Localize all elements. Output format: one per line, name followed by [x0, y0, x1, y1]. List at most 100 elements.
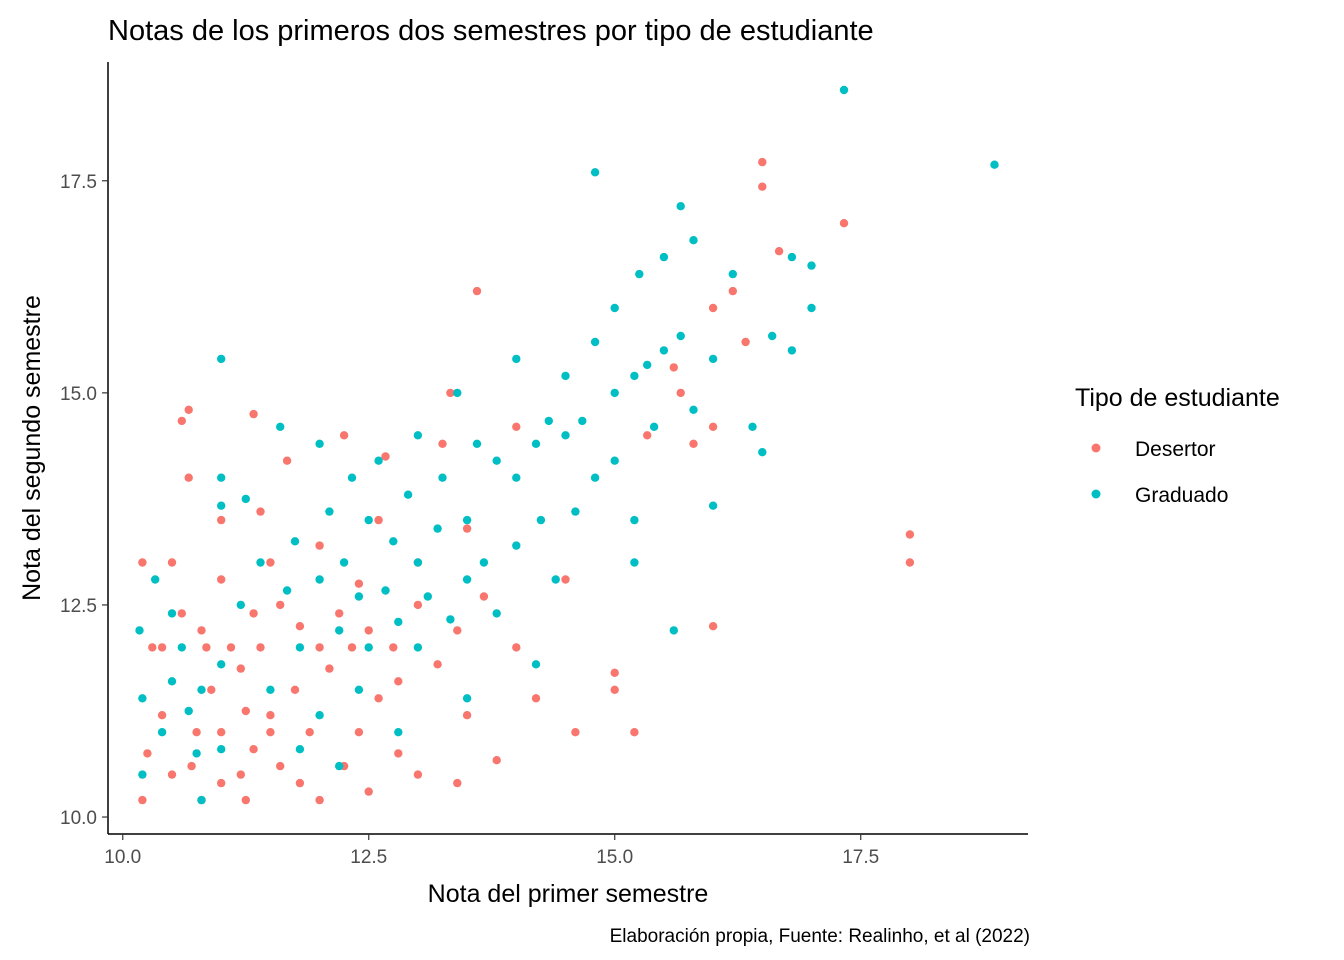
data-point-graduado-75: [630, 558, 639, 567]
data-point-desertor-7: [167, 558, 177, 567]
data-point-graduado-60: [531, 439, 541, 448]
data-point-graduado-0: [135, 626, 144, 635]
legend-key-desertor: [1091, 443, 1101, 453]
x-tick-label: 17.5: [842, 847, 879, 868]
data-point-desertor-21: [217, 515, 226, 525]
data-point-graduado-43: [413, 558, 423, 567]
data-point-graduado-55: [492, 456, 501, 465]
data-point-graduado-47: [433, 524, 442, 533]
data-point-graduado-50: [453, 388, 462, 398]
data-point-graduado-11: [197, 795, 206, 805]
data-point-desertor-86: [708, 622, 718, 631]
data-point-graduado-77: [643, 360, 652, 370]
data-point-desertor-14: [197, 626, 206, 635]
data-point-graduado-91: [768, 331, 777, 341]
data-point-desertor-13: [192, 728, 201, 737]
data-point-desertor-76: [561, 575, 570, 584]
x-tick-label: 12.5: [350, 847, 387, 868]
data-point-desertor-84: [689, 439, 698, 448]
data-point-graduado-71: [610, 388, 619, 398]
data-point-desertor-37: [282, 456, 292, 465]
data-point-graduado-28: [315, 711, 324, 720]
data-point-graduado-58: [512, 541, 521, 550]
data-point-desertor-94: [905, 530, 915, 539]
data-point-graduado-41: [394, 728, 403, 737]
data-point-graduado-27: [315, 575, 324, 584]
data-point-graduado-99: [531, 660, 541, 669]
data-point-graduado-14: [217, 660, 226, 669]
data-point-desertor-91: [758, 182, 767, 191]
data-point-desertor-88: [728, 286, 737, 296]
data-point-graduado-31: [339, 558, 349, 567]
data-point-graduado-94: [807, 261, 816, 270]
data-point-graduado-17: [236, 600, 245, 610]
legend-label-graduado: Graduado: [1135, 484, 1228, 507]
data-point-desertor-18: [217, 575, 226, 584]
data-point-graduado-20: [266, 685, 275, 694]
data-point-graduado-5: [167, 609, 177, 618]
data-point-graduado-48: [438, 473, 447, 482]
data-point-graduado-101: [335, 761, 344, 771]
data-point-desertor-53: [364, 787, 373, 796]
data-point-desertor-59: [394, 749, 403, 758]
data-point-graduado-12: [217, 473, 226, 482]
data-point-graduado-30: [335, 626, 344, 635]
data-point-graduado-56: [492, 609, 501, 618]
data-point-desertor-55: [374, 694, 383, 703]
data-point-graduado-54: [479, 558, 489, 567]
data-point-desertor-69: [462, 711, 472, 720]
data-point-desertor-75: [531, 694, 541, 703]
data-point-graduado-79: [659, 346, 669, 355]
data-point-desertor-17: [207, 685, 216, 694]
data-point-graduado-32: [347, 473, 357, 482]
data-point-graduado-81: [669, 626, 678, 635]
data-point-desertor-41: [305, 728, 314, 737]
data-point-desertor-70: [472, 286, 482, 296]
data-point-graduado-69: [590, 473, 600, 482]
data-point-desertor-74: [512, 422, 521, 431]
data-point-desertor-35: [276, 600, 285, 610]
data-point-graduado-23: [290, 537, 300, 546]
data-point-graduado-62: [544, 416, 553, 426]
data-point-desertor-92: [774, 247, 784, 256]
data-point-graduado-6: [167, 677, 177, 686]
data-point-desertor-39: [295, 622, 305, 631]
data-point-desertor-24: [236, 664, 245, 673]
data-point-graduado-51: [462, 515, 472, 525]
data-point-desertor-19: [217, 728, 226, 737]
data-point-desertor-4: [157, 643, 167, 652]
data-point-desertor-80: [630, 728, 639, 737]
chart-title: Notas de los primeros dos semestres por …: [108, 15, 874, 47]
data-point-graduado-65: [561, 371, 570, 381]
data-point-graduado-49: [446, 615, 455, 624]
data-point-desertor-42: [315, 643, 324, 652]
data-point-desertor-89: [741, 337, 750, 347]
legend-label-desertor: Desertor: [1135, 438, 1216, 461]
data-point-desertor-12: [187, 761, 196, 771]
data-point-graduado-34: [354, 685, 364, 694]
data-point-graduado-2: [138, 770, 147, 779]
data-point-graduado-13: [217, 501, 226, 510]
data-point-graduado-24: [295, 643, 305, 652]
data-point-desertor-93: [839, 219, 849, 228]
data-point-graduado-36: [364, 643, 373, 652]
data-point-desertor-23: [236, 770, 245, 779]
data-point-graduado-9: [192, 749, 201, 758]
data-point-desertor-73: [512, 643, 521, 652]
y-tick-label: 15.0: [60, 384, 97, 405]
data-point-desertor-6: [167, 770, 177, 779]
data-point-desertor-0: [138, 795, 147, 805]
data-point-desertor-67: [453, 778, 462, 788]
data-point-graduado-73: [610, 456, 619, 465]
data-point-graduado-92: [787, 252, 797, 262]
data-point-desertor-26: [241, 706, 250, 716]
data-point-graduado-10: [197, 685, 206, 694]
data-point-graduado-63: [551, 575, 560, 584]
data-point-graduado-87: [708, 501, 718, 510]
data-point-desertor-87: [708, 422, 718, 431]
y-tick-label: 12.5: [60, 596, 97, 617]
data-point-desertor-90: [758, 157, 767, 167]
data-point-graduado-39: [389, 537, 398, 546]
data-point-desertor-82: [669, 363, 678, 372]
data-point-desertor-36: [276, 761, 285, 771]
